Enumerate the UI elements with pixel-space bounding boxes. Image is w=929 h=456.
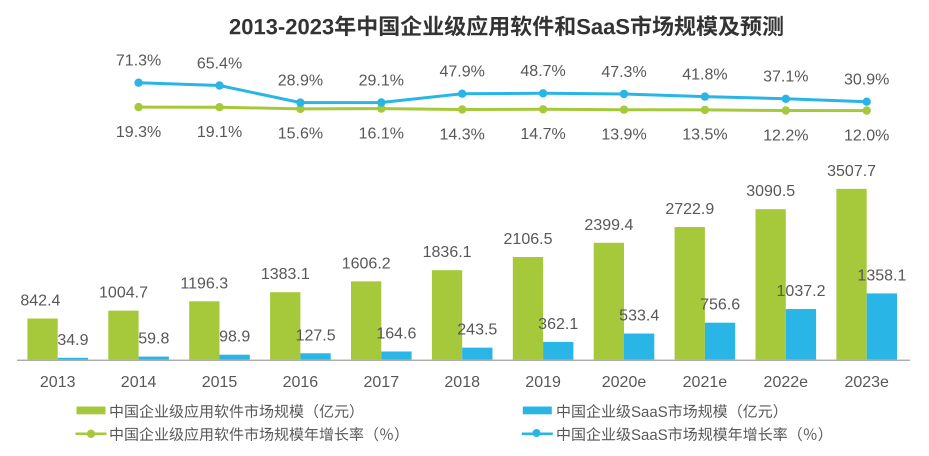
svg-text:47.9%: 47.9% <box>440 64 485 81</box>
svg-text:14.3%: 14.3% <box>440 126 485 143</box>
svg-text:1004.7: 1004.7 <box>99 285 148 302</box>
svg-text:16.1%: 16.1% <box>359 125 404 142</box>
svg-text:2014: 2014 <box>121 374 157 391</box>
svg-text:3090.5: 3090.5 <box>746 183 795 200</box>
svg-text:842.4: 842.4 <box>20 293 60 310</box>
svg-text:2022e: 2022e <box>764 374 809 391</box>
svg-text:164.6: 164.6 <box>376 326 416 343</box>
svg-text:2106.5: 2106.5 <box>504 231 553 248</box>
svg-text:19.3%: 19.3% <box>116 124 161 141</box>
svg-text:2017: 2017 <box>364 374 400 391</box>
svg-text:2013: 2013 <box>40 374 76 391</box>
svg-text:2018: 2018 <box>444 374 480 391</box>
svg-text:1383.1: 1383.1 <box>261 266 310 283</box>
svg-text:1037.2: 1037.2 <box>777 283 826 300</box>
svg-text:2019: 2019 <box>525 374 561 391</box>
svg-text:2722.9: 2722.9 <box>665 201 714 218</box>
svg-text:756.6: 756.6 <box>700 297 740 314</box>
svg-text:127.5: 127.5 <box>296 327 336 344</box>
svg-text:48.7%: 48.7% <box>520 63 565 80</box>
svg-text:65.4%: 65.4% <box>197 55 242 72</box>
svg-text:59.8: 59.8 <box>138 331 169 348</box>
svg-text:2021e: 2021e <box>683 374 728 391</box>
svg-text:71.3%: 71.3% <box>116 53 161 70</box>
svg-text:28.9%: 28.9% <box>278 72 323 89</box>
svg-text:533.4: 533.4 <box>619 308 659 325</box>
svg-text:13.9%: 13.9% <box>601 127 646 144</box>
svg-text:14.7%: 14.7% <box>520 126 565 143</box>
svg-text:12.2%: 12.2% <box>763 127 808 144</box>
svg-text:1606.2: 1606.2 <box>342 255 391 272</box>
svg-text:362.1: 362.1 <box>538 316 578 333</box>
svg-text:2015: 2015 <box>202 374 238 391</box>
svg-text:37.1%: 37.1% <box>763 69 808 86</box>
svg-text:2020e: 2020e <box>602 374 647 391</box>
svg-text:30.9%: 30.9% <box>844 72 889 89</box>
svg-text:19.1%: 19.1% <box>197 124 242 141</box>
svg-text:29.1%: 29.1% <box>359 72 404 89</box>
svg-text:2016: 2016 <box>283 374 319 391</box>
svg-text:41.8%: 41.8% <box>682 66 727 83</box>
svg-text:13.5%: 13.5% <box>682 127 727 144</box>
svg-text:243.5: 243.5 <box>457 322 497 339</box>
svg-text:2399.4: 2399.4 <box>584 217 633 234</box>
svg-text:2023e: 2023e <box>844 374 889 391</box>
svg-text:1358.1: 1358.1 <box>857 267 906 284</box>
svg-text:1836.1: 1836.1 <box>423 244 472 261</box>
svg-text:15.6%: 15.6% <box>278 126 323 143</box>
svg-text:47.3%: 47.3% <box>601 64 646 81</box>
svg-text:1196.3: 1196.3 <box>180 275 228 292</box>
svg-text:12.0%: 12.0% <box>844 127 889 144</box>
svg-text:34.9: 34.9 <box>57 332 88 349</box>
svg-text:98.9: 98.9 <box>219 329 250 346</box>
svg-text:3507.7: 3507.7 <box>827 163 876 180</box>
